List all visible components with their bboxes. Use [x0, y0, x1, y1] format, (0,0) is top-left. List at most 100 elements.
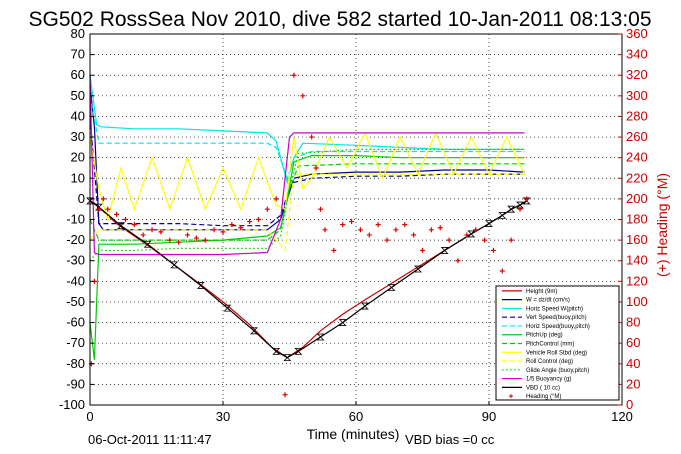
y-tick-label: 60: [71, 67, 85, 82]
vbd-marker: [467, 230, 476, 238]
y-tick-label: 70: [71, 47, 85, 62]
vbd-marker: [86, 197, 94, 205]
y-right-tick-label: 280: [626, 108, 648, 123]
heading-point: [220, 229, 226, 235]
heading-point: [264, 206, 270, 212]
legend-entry: PitchUp (deg): [502, 333, 563, 339]
heading-point: [318, 206, 324, 212]
heading-point: [309, 134, 315, 140]
y-axis-right-label: (+) Heading (°M): [654, 173, 670, 277]
legend: Height (9m) W = dz/dt (cm/s) Horiz Speed W…: [495, 285, 620, 401]
legend-label: Glide Angle (buoy,pitch): [526, 368, 589, 374]
y-tick-label: 40: [71, 108, 85, 123]
y-tick-label: -10: [66, 212, 85, 227]
heading-point: [428, 227, 434, 233]
heading-point: [185, 232, 191, 238]
heading-point: [464, 232, 470, 238]
vbd-marker: [223, 304, 232, 312]
legend-swatch: [509, 394, 513, 399]
y-tick-label: -100: [59, 397, 85, 412]
vbd-marker: [316, 333, 325, 341]
legend-label: Horiz Speed W(pitch): [526, 306, 583, 312]
vbd-marker: [360, 302, 369, 310]
chart-title: SG502 RossSea Nov 2010, dive 582 started…: [28, 8, 651, 31]
heading-point: [149, 227, 155, 233]
heading-point: [229, 222, 235, 228]
y-tick-label: 50: [71, 88, 85, 103]
legend-entry: Vehicle Roll Stbd (deg): [502, 350, 587, 356]
heading-point: [349, 219, 355, 225]
y-tick-label: 20: [71, 150, 85, 165]
heading-point: [140, 232, 146, 238]
y-tick-label: -80: [66, 356, 85, 371]
legend-entry: Glide Angle (buoy,pitch): [502, 368, 589, 374]
legend-entry: Horiz Speed(buoy,pitch): [502, 324, 590, 330]
vbd-marker: [117, 222, 125, 230]
y-right-tick-label: 300: [626, 88, 648, 103]
y-tick-label: 80: [71, 26, 85, 41]
footer-vbd-bias: VBD bias =0 cc: [405, 432, 495, 447]
y-tick-label: -30: [66, 253, 85, 268]
y-right-tick-label: 180: [626, 212, 648, 227]
legend-label: VBD ( 10 cc): [526, 385, 560, 391]
vbd-marker: [440, 247, 449, 254]
y-right-tick-label: 60: [626, 335, 640, 350]
y-right-tick-label: 120: [626, 273, 648, 288]
series-9-line: [89, 148, 525, 262]
vbd-marker: [272, 348, 281, 355]
legend-entry: 1/5 Buoyancy (g): [502, 377, 571, 383]
y-right-tick-label: 100: [626, 294, 648, 309]
footer-date: 06-Oct-2011 11:11:47: [88, 432, 212, 447]
vbd-marker: [498, 211, 507, 219]
series-12-heading-markers: [88, 72, 530, 398]
heading-point: [411, 232, 417, 238]
vbd-marker: [294, 348, 303, 355]
legend-entry: W = dz/dt (cm/s): [502, 298, 570, 304]
heading-point: [114, 211, 120, 217]
y-tick-label: -90: [66, 376, 85, 391]
legend-label: 1/5 Buoyancy (g): [526, 377, 571, 383]
heading-point: [122, 217, 128, 222]
legend-label: Horiz Speed(buoy,pitch): [526, 324, 590, 330]
legend-label: W = dz/dt (cm/s): [526, 298, 570, 304]
heading-point: [331, 247, 337, 253]
x-tick-label: 60: [349, 409, 363, 424]
y-axis-left: 80 70 60 50 40 30 20 10 0 -10 -20 -30 -40 -50 -60 -70 -8…: [59, 26, 94, 412]
heading-point: [366, 232, 372, 238]
legend-entry: PitchControl (mm): [502, 342, 574, 348]
y-right-tick-label: 340: [626, 47, 648, 62]
vbd-marker: [94, 203, 103, 211]
legend-entry: Heading (°M): [509, 394, 561, 400]
legend-label: Height (9m): [526, 289, 557, 295]
y-tick-label: -20: [66, 232, 85, 247]
y-tick-label: -60: [66, 315, 85, 330]
heading-point: [482, 237, 488, 243]
vbd-marker: [507, 205, 516, 213]
heading-point: [375, 222, 381, 228]
legend-label: PitchUp (deg): [526, 333, 563, 339]
heading-point: [167, 237, 173, 243]
legend-entry: Roll Control (deg): [502, 359, 573, 365]
x-tick-label: 120: [611, 409, 633, 424]
vbd-marker: [522, 197, 531, 205]
heading-point: [300, 93, 306, 99]
heading-point: [393, 227, 399, 233]
legend-label: Roll Control (deg): [526, 359, 573, 365]
heading-point: [437, 225, 443, 231]
heading-point: [211, 227, 217, 233]
legend-entry: VBD ( 10 cc): [502, 385, 560, 391]
legend-entry: Vert Speed(buoy,pitch): [502, 315, 587, 321]
y-right-tick-label: 200: [626, 191, 648, 206]
heading-point: [446, 237, 452, 243]
vbd-marker: [196, 282, 205, 289]
x-tick-label: 90: [482, 409, 496, 424]
legend-label: Vert Speed(buoy,pitch): [526, 315, 587, 321]
heading-point: [255, 217, 261, 222]
y-right-tick-label: 20: [626, 376, 640, 391]
heading-point: [282, 392, 288, 398]
y-right-tick-label: 260: [626, 129, 648, 144]
y-right-tick-label: 160: [626, 232, 648, 247]
y-right-tick-label: 0: [626, 397, 633, 412]
